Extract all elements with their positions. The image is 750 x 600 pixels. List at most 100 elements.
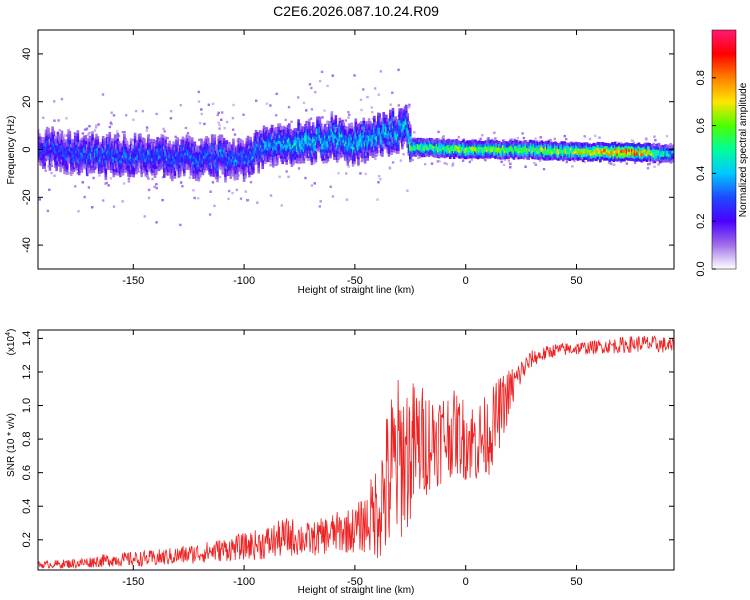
spectrogram-cell xyxy=(280,132,283,136)
spectrogram-cell xyxy=(229,175,233,180)
spectrogram-cell xyxy=(265,127,268,131)
spectrogram-cell xyxy=(147,140,150,145)
spectrogram-cell xyxy=(318,143,322,147)
spectrogram-cell xyxy=(314,147,318,151)
spectrogram-cell xyxy=(192,161,195,165)
spectrogram-cell xyxy=(565,145,569,150)
spectrogram-cell xyxy=(393,129,396,133)
spectrogram-cell xyxy=(373,141,376,145)
spectrogram-cell xyxy=(224,153,227,157)
spectrogram-cell xyxy=(228,167,231,172)
spectrogram-cell xyxy=(270,127,274,131)
spectrogram-cell xyxy=(198,138,201,142)
spectrogram-cell xyxy=(534,137,537,140)
spectrogram-cell xyxy=(609,154,613,159)
spectrogram-cell xyxy=(260,156,263,160)
spectrogram-cell xyxy=(331,133,335,138)
spectrogram-cell xyxy=(141,166,145,170)
spectrogram-cell xyxy=(79,148,82,152)
spectrogram-cell xyxy=(266,133,270,137)
spectrogram-cell xyxy=(143,155,146,159)
spectrogram-cell xyxy=(345,198,349,201)
spectrogram-cell xyxy=(112,205,116,208)
spectrogram-cell xyxy=(178,164,182,169)
spectrogram-cell xyxy=(116,130,119,133)
spectrogram-cell xyxy=(76,133,80,137)
spectrogram-cell xyxy=(613,144,617,149)
spectrogram-cell xyxy=(341,142,344,146)
spectrogram-cell xyxy=(408,156,412,160)
spectrogram-cell xyxy=(543,148,546,152)
spectrogram-cell xyxy=(471,142,475,146)
spectrogram-cell xyxy=(318,123,322,127)
spectrogram-cell xyxy=(343,131,347,135)
spectrogram-cell xyxy=(51,129,54,133)
spectrogram-cell xyxy=(210,157,214,161)
spectrogram-cell xyxy=(533,153,537,157)
spectrogram-cell xyxy=(406,118,409,122)
spectrogram-cell xyxy=(245,152,249,156)
spectrogram-cell xyxy=(116,161,120,165)
spectrogram-cell xyxy=(498,140,501,145)
spectrogram-cell xyxy=(147,196,151,200)
spectrogram-cell xyxy=(560,141,564,145)
spectrogram-cell xyxy=(156,162,159,167)
spectrogram-cell xyxy=(311,142,315,146)
spectrogram-cell xyxy=(620,149,624,154)
spectrogram-cell xyxy=(386,149,389,154)
spectrogram-cell xyxy=(216,161,219,166)
spectrogram-cell xyxy=(39,153,42,158)
spectrogram-cell xyxy=(192,149,195,154)
spectrogram-cell xyxy=(167,151,170,155)
spectrogram-cell xyxy=(202,149,206,153)
spectrogram-cell xyxy=(260,144,263,148)
spectrogram-cell xyxy=(109,164,113,168)
spectrogram-cell xyxy=(253,153,257,157)
spectrogram-cell xyxy=(197,100,201,103)
spectrogram-cell xyxy=(65,171,69,176)
spectrogram-cell xyxy=(613,156,617,160)
spectrogram-cell xyxy=(374,130,378,135)
spectrogram-cell xyxy=(121,143,125,147)
spectrogram-cell xyxy=(354,132,358,136)
spectrogram-cell xyxy=(209,150,213,154)
spectrogram-cell xyxy=(511,140,514,145)
spectrogram-cell xyxy=(314,90,317,94)
spectrogram-cell xyxy=(76,130,80,134)
spectrogram-cell xyxy=(47,139,50,143)
spectrogram-cell xyxy=(254,132,258,137)
spectrogram-cell xyxy=(101,141,105,145)
spectrogram-cell xyxy=(185,148,189,153)
spectrogram-cell xyxy=(216,159,219,163)
spectrogram-cell xyxy=(529,154,533,158)
spectrogram-cell xyxy=(577,156,581,160)
spectrogram-cell xyxy=(295,154,299,158)
spectrogram-cell xyxy=(350,134,354,138)
spectrogram-cell xyxy=(210,142,214,147)
spectrogram-cell xyxy=(156,159,159,164)
spectrogram-cell xyxy=(115,163,118,167)
spectrogram-cell xyxy=(315,122,319,126)
spectrogram-cell xyxy=(184,166,187,170)
spectrogram-cell xyxy=(331,148,335,152)
spectrogram-cell xyxy=(402,135,405,139)
spectrogram-cell xyxy=(48,158,52,163)
spectrogram-cell xyxy=(141,151,145,156)
spectrogram-cell xyxy=(370,129,374,133)
spectrogram-cell xyxy=(424,144,428,148)
spectrogram-cell xyxy=(536,147,540,152)
spectrogram-cell xyxy=(287,140,291,144)
spectrogram-cell xyxy=(155,221,158,224)
spectrogram-cell xyxy=(387,127,391,131)
spectrogram-cell xyxy=(284,155,287,159)
spectrogram-cell xyxy=(233,171,237,175)
spectrogram-cell xyxy=(616,146,620,151)
spectrogram-cell xyxy=(470,146,473,150)
spectrogram-cell xyxy=(399,111,403,115)
spectrogram-cell xyxy=(42,151,45,155)
spectrogram-cell xyxy=(353,129,356,133)
spectrogram-cell xyxy=(290,157,294,162)
spectrogram-cell xyxy=(636,143,639,147)
spectrogram-cell xyxy=(374,122,378,126)
spectrogram-cell xyxy=(603,146,606,150)
